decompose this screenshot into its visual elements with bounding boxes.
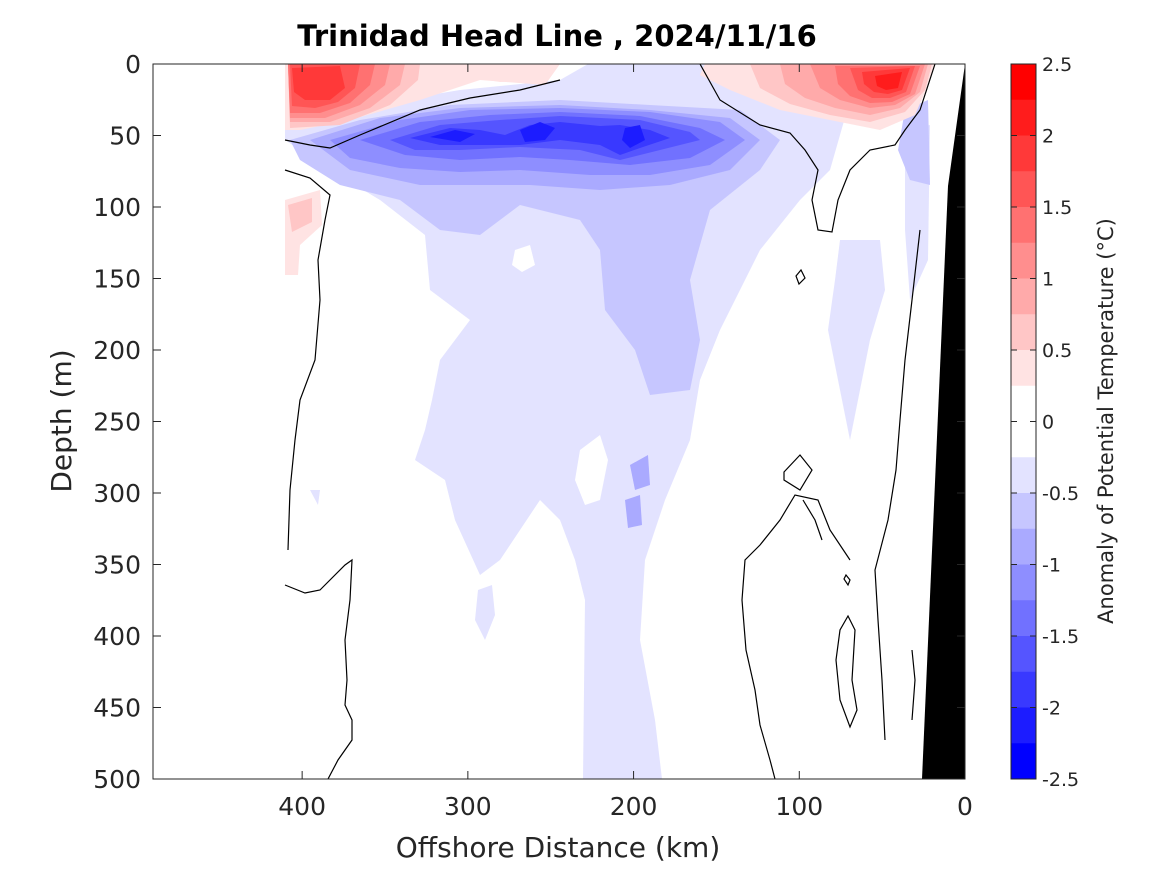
colorbar-segment <box>1011 350 1036 387</box>
zero-contour <box>835 614 858 729</box>
colorbar-tick-label: 2 <box>1042 126 1054 148</box>
contour-band <box>575 435 608 505</box>
colorbar-segment <box>1011 707 1036 744</box>
contour-band <box>898 100 930 185</box>
colorbar-segment <box>1011 564 1036 601</box>
x-tick-label: 200 <box>610 792 658 821</box>
colorbar-segment <box>1011 278 1036 315</box>
contour-band <box>625 495 642 528</box>
contour-band <box>875 72 902 90</box>
contour-band <box>630 455 650 490</box>
zero-contour <box>699 64 936 233</box>
y-tick-label: 350 <box>93 551 141 580</box>
x-tick-label: 300 <box>444 792 492 821</box>
zero-contour <box>911 649 916 721</box>
colorbar-segment <box>1011 743 1036 780</box>
zero-contour <box>284 169 331 551</box>
contour-band <box>430 130 475 142</box>
colorbar-segment <box>1011 528 1036 565</box>
colorbar-tick-label: 0 <box>1042 412 1054 434</box>
x-tick-label: 400 <box>278 792 326 821</box>
contour-band <box>512 245 535 272</box>
y-tick-label: 500 <box>93 765 141 794</box>
x-tick-label: 100 <box>775 792 823 821</box>
contour-fills <box>285 64 935 779</box>
y-axis: 0 50 100 150 200 250 300 350 400 450 500 <box>93 50 965 794</box>
zero-contour <box>284 558 353 779</box>
y-tick-label: 250 <box>93 408 141 437</box>
colorbar-segment <box>1011 385 1036 422</box>
colorbar-tick-label: 2.5 <box>1042 54 1072 76</box>
zero-contour <box>843 573 851 587</box>
contour-band <box>828 240 885 440</box>
zero-contour <box>874 229 921 741</box>
colorbar-segment <box>1011 99 1036 136</box>
colorbar-segment <box>1011 636 1036 673</box>
contour-band <box>470 64 550 82</box>
contour-band <box>622 125 645 148</box>
contour-band <box>310 490 320 505</box>
colorbar-tick-label: -2 <box>1042 698 1061 720</box>
colorbar-segment <box>1011 171 1036 208</box>
contour-band <box>292 66 345 100</box>
contour-band <box>527 125 548 138</box>
colorbar-segment <box>1011 600 1036 637</box>
colorbar-tick-label: 1 <box>1042 269 1054 291</box>
zero-contour <box>741 494 851 779</box>
zero-contour <box>284 79 561 149</box>
y-tick-label: 150 <box>93 265 141 294</box>
colorbar-segment <box>1011 64 1036 101</box>
y-tick-label: 50 <box>109 122 141 151</box>
colorbar-segment <box>1011 207 1036 244</box>
bathymetry-fill <box>922 64 965 779</box>
y-tick-label: 100 <box>93 193 141 222</box>
colorbar-segment <box>1011 493 1036 530</box>
zero-contour <box>783 454 813 491</box>
y-tick-label: 450 <box>93 694 141 723</box>
colorbar-tick-label: 1.5 <box>1042 197 1072 219</box>
x-tick-label: 0 <box>957 792 973 821</box>
contour-band <box>475 585 495 640</box>
y-tick-label: 300 <box>93 479 141 508</box>
chart-title: Trinidad Head Line , 2024/11/16 <box>297 19 817 53</box>
contour-band <box>285 64 900 779</box>
colorbar-tick-label: -2.5 <box>1042 769 1079 791</box>
y-tick-label: 200 <box>93 336 141 365</box>
colorbar-segment <box>1011 457 1036 494</box>
x-axis-title: Offshore Distance (km) <box>396 831 721 864</box>
x-axis: 400 300 200 100 0 <box>278 64 973 821</box>
contour-band <box>288 198 312 232</box>
colorbar: 2.5 2 1.5 1 0.5 0 -0.5 -1 -1.5 -2 -2.5 <box>1010 54 1079 791</box>
colorbar-segment <box>1011 314 1036 351</box>
colorbar-segment <box>1011 671 1036 708</box>
colorbar-tick-label: 0.5 <box>1042 340 1072 362</box>
y-tick-label: 400 <box>93 622 141 651</box>
y-tick-label: 0 <box>125 50 141 79</box>
colorbar-segment <box>1011 421 1036 458</box>
zero-contour <box>795 268 806 286</box>
zero-contour <box>802 499 823 541</box>
colorbar-tick-label: -1 <box>1042 555 1061 577</box>
colorbar-segment <box>1011 135 1036 172</box>
colorbar-tick-label: -0.5 <box>1042 483 1079 505</box>
zero-contour-lines <box>284 64 936 779</box>
colorbar-segment <box>1011 242 1036 279</box>
colorbar-tick-label: -1.5 <box>1042 626 1079 648</box>
y-axis-title: Depth (m) <box>45 349 78 492</box>
colorbar-title: Anomaly of Potential Temperature (°C) <box>1094 218 1118 624</box>
